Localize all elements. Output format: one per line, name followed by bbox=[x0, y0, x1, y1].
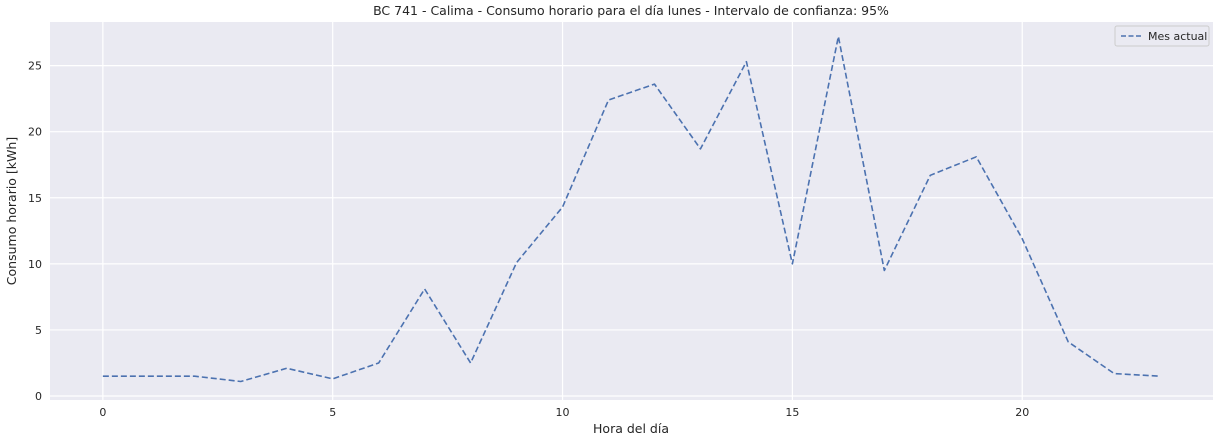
plot-area bbox=[50, 22, 1213, 400]
x-tick-label: 15 bbox=[785, 406, 799, 419]
y-tick-label: 15 bbox=[28, 192, 42, 205]
y-tick-label: 5 bbox=[35, 324, 42, 337]
y-tick-label: 10 bbox=[28, 258, 42, 271]
series-lines bbox=[102, 35, 1161, 383]
y-tick-label: 20 bbox=[28, 126, 42, 139]
legend-label-mes-actual: Mes actual bbox=[1148, 30, 1207, 43]
y-axis-label: Consumo horario [kWh] bbox=[4, 137, 19, 285]
legend-box bbox=[1114, 25, 1210, 47]
y-axis-ticks: 0 5 10 15 20 25 bbox=[28, 60, 42, 403]
y-tick-label: 0 bbox=[35, 390, 42, 403]
chart-title: BC 741 - Calima - Consumo horario para e… bbox=[373, 3, 889, 18]
grid-lines bbox=[50, 22, 1213, 400]
x-tick-label: 0 bbox=[99, 406, 106, 419]
x-tick-label: 20 bbox=[1015, 406, 1029, 419]
x-tick-label: 10 bbox=[556, 406, 570, 419]
x-tick-label: 5 bbox=[329, 406, 336, 419]
y-tick-label: 25 bbox=[28, 60, 42, 73]
legend: Mes actual bbox=[1114, 25, 1210, 47]
series-line-mes-actual bbox=[102, 35, 1161, 383]
x-axis-ticks: 0 5 10 15 20 bbox=[99, 406, 1029, 419]
x-axis-label: Hora del día bbox=[593, 421, 669, 436]
